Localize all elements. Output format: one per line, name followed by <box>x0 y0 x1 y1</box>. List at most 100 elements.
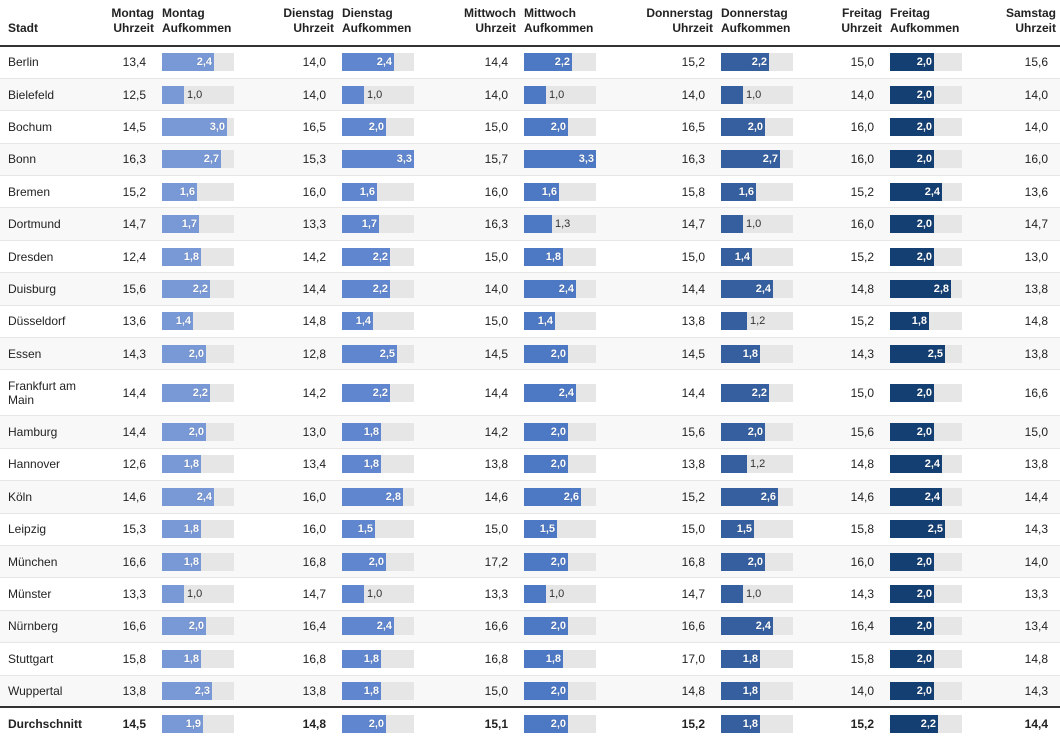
bar-track: 2,0 <box>524 455 596 474</box>
bar-track: 2,0 <box>524 681 596 700</box>
bar-mark <box>524 714 568 733</box>
column-header-fr_t[interactable]: Freitag Uhrzeit <box>816 0 886 47</box>
volume-cell-mi_a: 2,4 <box>520 272 618 306</box>
table-row: Leipzig 15,3 1,8 16,0 1,5 15,0 1,5 15,0 1,5 15,8 2… <box>0 513 1060 546</box>
time-cell-fr_t: 14,8 <box>816 272 886 306</box>
table-body: Berlin 13,4 2,4 14,0 2,4 14,4 2,2 15,2 2,2 15,0 2,… <box>0 46 1060 708</box>
volume-cell-fr_a: 1,8 <box>886 305 985 339</box>
city-cell: Bochum <box>0 110 88 144</box>
bar-value-label: 2,2 <box>372 386 388 399</box>
bar-value-label: 1,8 <box>183 555 199 568</box>
bar-value-label: 1,6 <box>179 185 195 198</box>
time-cell-mo_t: 16,3 <box>88 143 158 177</box>
bar-value-label: 2,0 <box>368 717 384 730</box>
table-row: Hamburg 14,4 2,0 13,0 1,8 14,2 2,0 15,6 2,0 15,6 2… <box>0 415 1060 449</box>
bar-track: 2,0 <box>890 585 962 604</box>
bar-value-label: 2,0 <box>916 88 932 101</box>
bar-track: 2,2 <box>162 279 234 298</box>
table-row: Hannover 12,6 1,8 13,4 1,8 13,8 2,0 13,8 1,2 14,8… <box>0 448 1060 482</box>
bar-mark <box>721 344 760 363</box>
bar-value-label: 2,0 <box>916 153 932 166</box>
time-cell-mo_t: 15,6 <box>88 272 158 306</box>
column-header-mo_a[interactable]: Montag Aufkommen <box>158 0 258 47</box>
time-cell-do_t: 14,4 <box>618 272 717 306</box>
header-line-1: Donnerstag <box>721 6 788 20</box>
volume-cell-mi_a: 1,0 <box>520 78 618 112</box>
bar-mark <box>890 247 934 266</box>
bar-value-label: 2,0 <box>916 684 932 697</box>
bar-mark <box>162 215 199 234</box>
table-row: Köln 14,6 2,4 16,0 2,8 14,6 2,6 15,2 2,6 14,6 2,4 1… <box>0 480 1060 514</box>
table-row: Bielefeld 12,5 1,0 14,0 1,0 14,0 1,0 14,0 1,0 14,… <box>0 78 1060 112</box>
bar-mark <box>524 617 568 636</box>
bar-mark <box>890 681 934 700</box>
volume-cell-di_a: 1,8 <box>338 448 438 482</box>
time-cell-sa_t: 13,8 <box>985 448 1060 482</box>
bar-track: 1,8 <box>721 681 793 700</box>
bar-value-label: 2,4 <box>376 56 392 69</box>
table-row: München 16,6 1,8 16,8 2,0 17,2 2,0 16,8 2,0 16,0 2… <box>0 545 1060 579</box>
bar-value-label: 2,6 <box>760 490 776 503</box>
volume-cell-do_a: 1,5 <box>717 513 816 546</box>
volume-cell-mi_a: 1,8 <box>520 642 618 676</box>
bar-value-label: 2,0 <box>550 717 566 730</box>
bar-track: 1,8 <box>890 312 962 331</box>
bar-mark <box>721 279 773 298</box>
column-header-sa_t[interactable]: Samstag Uhrzeit <box>985 0 1060 47</box>
column-header-do_a[interactable]: Donnerstag Aufkommen <box>717 0 816 47</box>
bar-value-label: 2,7 <box>203 153 219 166</box>
volume-cell-mi_a: 2,2 <box>520 46 618 79</box>
column-header-mo_t[interactable]: Montag Uhrzeit <box>88 0 158 47</box>
bar-track: 1,0 <box>524 585 596 604</box>
bar-value-label: 1,8 <box>363 458 379 471</box>
bar-value-label: 2,4 <box>376 620 392 633</box>
bar-track: 2,0 <box>890 423 962 442</box>
bar-value-label: 2,0 <box>550 458 566 471</box>
city-cell: Durchschnitt <box>0 706 88 739</box>
bar-track: 2,0 <box>890 247 962 266</box>
bar-track: 2,0 <box>890 552 962 571</box>
time-cell-mi_t: 13,3 <box>438 577 520 611</box>
column-header-mi_t[interactable]: Mittwoch Uhrzeit <box>438 0 520 47</box>
time-cell-mo_t: 14,6 <box>88 480 158 514</box>
time-cell-do_t: 17,0 <box>618 642 717 676</box>
bar-track: 2,0 <box>342 714 414 733</box>
bar-track: 2,0 <box>890 681 962 700</box>
time-cell-fr_t: 15,6 <box>816 415 886 449</box>
bar-track: 2,0 <box>890 150 962 169</box>
column-header-city[interactable]: Stadt <box>0 0 88 47</box>
bar-mark <box>890 53 934 72</box>
bar-track: 2,4 <box>342 53 414 72</box>
column-header-di_t[interactable]: Dienstag Uhrzeit <box>258 0 338 47</box>
bar-mark <box>162 247 201 266</box>
column-header-fr_a[interactable]: Freitag Aufkommen <box>886 0 985 47</box>
time-cell-mi_t: 16,3 <box>438 207 520 241</box>
bar-value-label: 3,0 <box>209 120 225 133</box>
bar-track: 2,8 <box>890 279 962 298</box>
time-cell-di_t: 13,8 <box>258 675 338 708</box>
bar-mark <box>524 552 568 571</box>
volume-cell-fr_a: 2,0 <box>886 577 985 611</box>
bar-track: 2,0 <box>890 85 962 104</box>
volume-cell-di_a: 1,8 <box>338 675 438 708</box>
time-cell-do_t: 14,7 <box>618 207 717 241</box>
bar-mark <box>162 117 227 136</box>
volume-cell-do_a: 1,8 <box>717 706 816 739</box>
bar-track: 1,8 <box>342 423 414 442</box>
time-cell-di_t: 16,5 <box>258 110 338 144</box>
bar-track: 2,5 <box>890 520 962 539</box>
bar-track: 2,4 <box>524 383 596 402</box>
bar-track: 2,0 <box>162 617 234 636</box>
bar-value-label: 2,0 <box>916 386 932 399</box>
column-header-do_t[interactable]: Donnerstag Uhrzeit <box>618 0 717 47</box>
bar-track: 2,0 <box>342 117 414 136</box>
column-header-di_a[interactable]: Dienstag Aufkommen <box>338 0 438 47</box>
column-header-mi_a[interactable]: Mittwoch Aufkommen <box>520 0 618 47</box>
bar-value-label: 1,6 <box>541 185 557 198</box>
time-cell-fr_t: 16,0 <box>816 110 886 144</box>
time-cell-mo_t: 16,6 <box>88 610 158 644</box>
bar-value-label: 2,4 <box>924 185 940 198</box>
volume-cell-do_a: 1,0 <box>717 577 816 611</box>
time-cell-di_t: 14,8 <box>258 305 338 339</box>
bar-value-label: 2,0 <box>550 555 566 568</box>
